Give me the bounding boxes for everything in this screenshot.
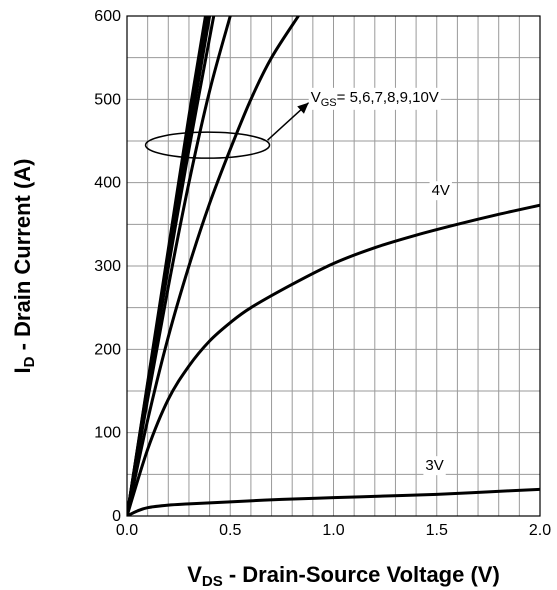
y-title-sub: D bbox=[21, 356, 38, 367]
y-title-main: I bbox=[10, 367, 35, 373]
vgs-label-background bbox=[308, 87, 441, 110]
y-title-rest: - Drain Current (A) bbox=[10, 159, 35, 357]
series-line-vgs-3v bbox=[127, 487, 540, 516]
x-tick-label: 2.0 bbox=[529, 522, 551, 539]
series-line-vgs-4v bbox=[127, 203, 540, 516]
x-tick-label: 0.0 bbox=[116, 522, 138, 539]
x-axis-title: VDS - Drain-Source Voltage (V) bbox=[187, 562, 500, 590]
x-title-sub: DS bbox=[202, 573, 223, 590]
vgs-label-rest: = 5,6,7,8,9,10V bbox=[337, 89, 439, 106]
tick-layer: 0.0 0.5 1.0 1.5 2.0 0 100 200 300 400 500 600 bbox=[94, 8, 551, 539]
x-tick-label: 0.5 bbox=[219, 522, 241, 539]
x-tick-label: 1.0 bbox=[322, 522, 344, 539]
x-title-main: V bbox=[187, 562, 202, 587]
y-axis-title: ID - Drain Current (A) bbox=[10, 159, 38, 374]
y-tick-label: 0 bbox=[112, 508, 121, 525]
plot-frame bbox=[126, 15, 541, 517]
series-label-4v: 4V bbox=[432, 182, 450, 199]
vgs-label-sub: GS bbox=[321, 97, 337, 109]
vgs-label-main: V bbox=[311, 89, 321, 106]
vgs-group-label: VGS= 5,6,7,8,9,10V bbox=[311, 89, 439, 109]
label-3v-background bbox=[423, 456, 446, 476]
vgs-arrow-head bbox=[297, 102, 309, 114]
series-layer bbox=[127, 16, 540, 516]
series-line-vgs-6v bbox=[127, 16, 232, 516]
vgs-group-ellipse bbox=[144, 131, 271, 159]
y-tick-label: 200 bbox=[94, 341, 121, 358]
y-tick-label: 100 bbox=[94, 425, 121, 442]
y-tick-label: 500 bbox=[94, 91, 121, 108]
x-tick-label: 1.5 bbox=[426, 522, 448, 539]
y-tick-label: 400 bbox=[94, 175, 121, 192]
label-4v-background bbox=[429, 181, 452, 201]
series-line-vgs-5v bbox=[127, 16, 300, 516]
y-tick-label: 300 bbox=[94, 258, 121, 275]
series-label-3v: 3V bbox=[425, 457, 443, 474]
y-tick-label: 600 bbox=[94, 8, 121, 25]
x-title-rest: - Drain-Source Voltage (V) bbox=[223, 562, 500, 587]
